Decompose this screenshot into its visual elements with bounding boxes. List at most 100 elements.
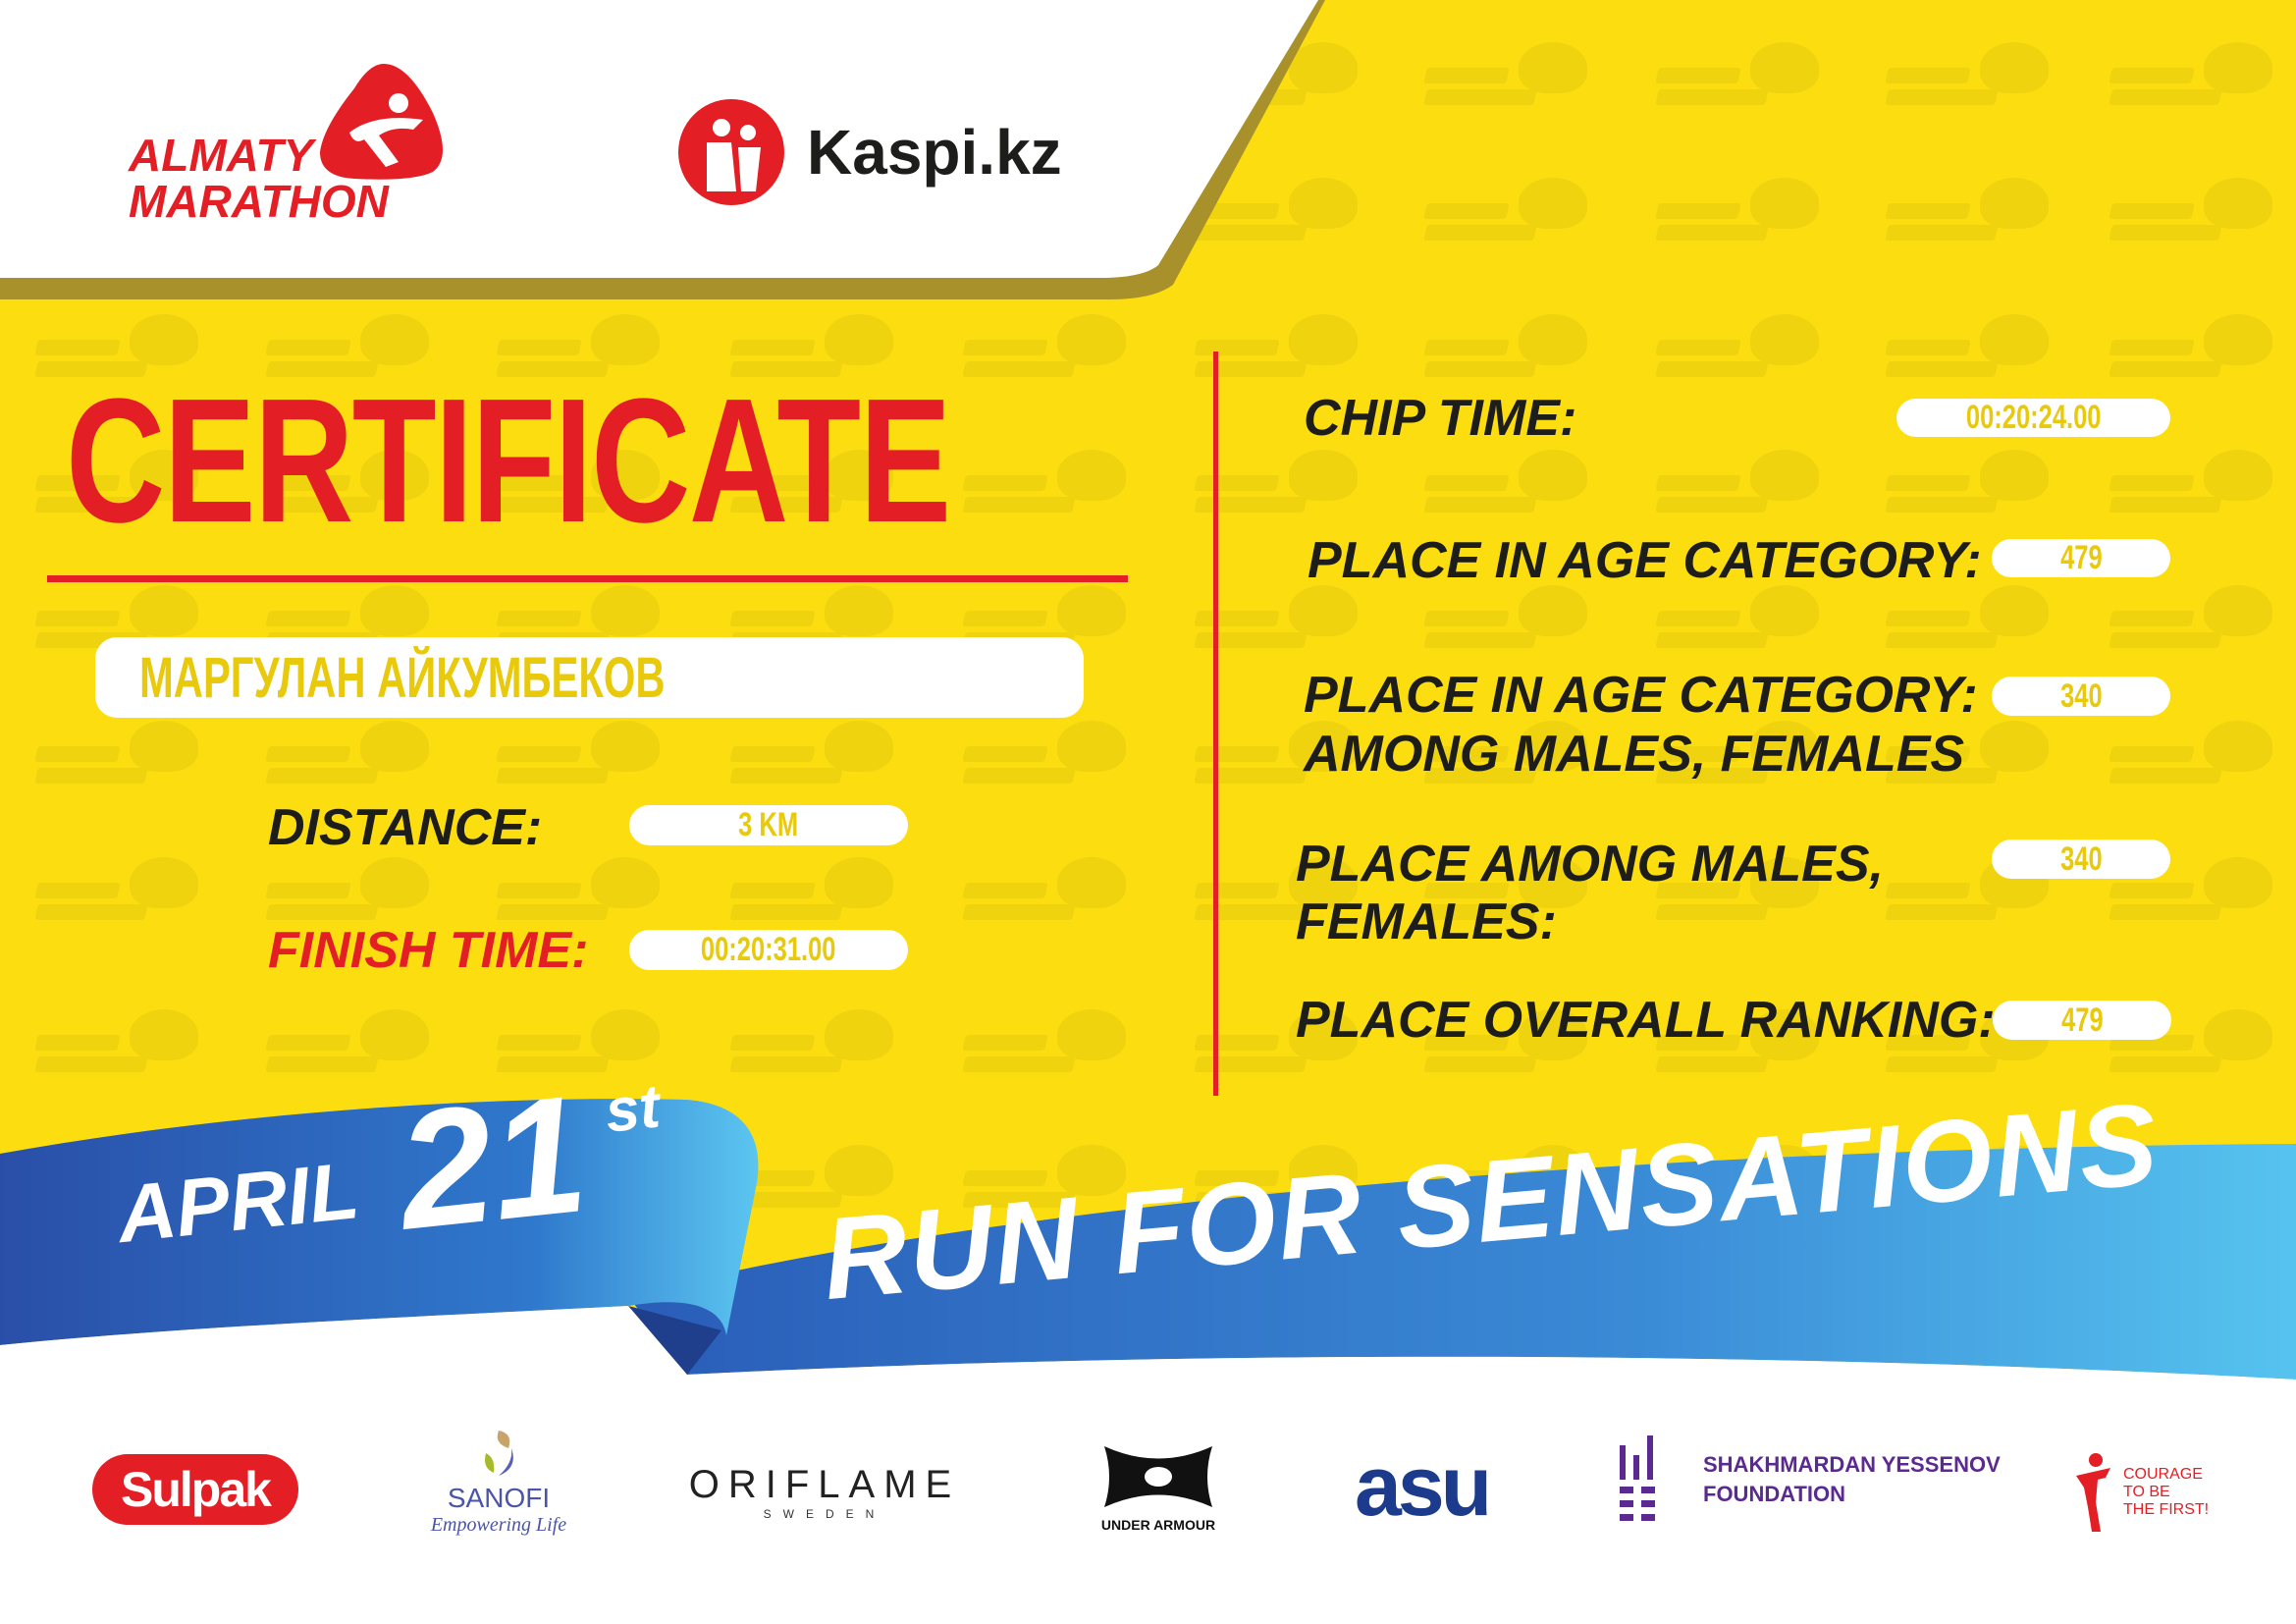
under-armour-logo: UNDER ARMOUR: [1075, 1441, 1242, 1533]
watermark-logo: [729, 721, 898, 801]
watermark-runner-icon: [591, 585, 660, 636]
watermark-logo: [2109, 857, 2277, 938]
watermark-runner-icon: [1289, 1009, 1358, 1060]
watermark-logo: [1423, 450, 1592, 530]
watermark-logo: [1885, 178, 2054, 258]
watermark-runner-icon: [360, 721, 429, 772]
watermark-runner-icon: [591, 721, 660, 772]
watermark-runner-icon: [2204, 585, 2272, 636]
watermark-runner-icon: [130, 1009, 198, 1060]
watermark-runner-icon: [591, 314, 660, 365]
watermark-runner-icon: [825, 1009, 893, 1060]
yessenov-text-1: SHAKHMARDAN YESSENOV: [1703, 1452, 2001, 1477]
sanofi-tagline: Empowering Life: [430, 1514, 567, 1536]
watermark-logo: [34, 314, 203, 395]
title-underline: [47, 575, 1128, 582]
watermark-logo: [265, 857, 434, 938]
watermark-logo: [962, 314, 1131, 395]
overall-field: 479: [1993, 1001, 2171, 1040]
watermark-logo: [1194, 1009, 1362, 1090]
watermark-runner-icon: [825, 721, 893, 772]
kaspi-icon: [678, 99, 784, 205]
watermark-runner-icon: [1750, 857, 1819, 908]
watermark-runner-icon: [591, 857, 660, 908]
watermark-runner-icon: [1289, 450, 1358, 501]
watermark-runner-icon: [591, 1009, 660, 1060]
watermark-logo: [1194, 585, 1362, 666]
watermark-logo: [1655, 585, 1824, 666]
watermark-runner-icon: [1750, 721, 1819, 772]
distance-field: 3 KM: [629, 805, 908, 845]
date-suffix: st: [602, 1072, 664, 1146]
watermark-logo: [2109, 721, 2277, 801]
date-day: 21: [390, 1059, 595, 1266]
yessenov-icon: [1620, 1435, 1655, 1521]
watermark-logo: [2109, 450, 2277, 530]
watermark-runner-icon: [1289, 857, 1358, 908]
finish-time-label: FINISH TIME:: [268, 922, 589, 979]
watermark-runner-icon: [1519, 857, 1587, 908]
watermark-runner-icon: [1057, 585, 1126, 636]
watermark-logo: [729, 585, 898, 666]
distance-label: DISTANCE:: [268, 799, 543, 856]
watermark-logo: [496, 450, 665, 530]
watermark-logo: [2109, 585, 2277, 666]
watermark-runner-icon: [825, 450, 893, 501]
place-age-gender-value: 340: [2059, 677, 2103, 715]
courage-fund-logo: COURAGE TO BE THE FIRST!: [2056, 1448, 2209, 1537]
watermark-logo: [729, 1009, 898, 1090]
watermark-runner-icon: [1289, 314, 1358, 365]
watermark-logo: [962, 1009, 1131, 1090]
watermark-logo: [1885, 450, 2054, 530]
logo-line-2: MARATHON: [129, 176, 389, 227]
watermark-runner-icon: [130, 314, 198, 365]
watermark-runner-icon: [1289, 585, 1358, 636]
watermark-logo: [1194, 178, 1362, 258]
watermark-logo: [962, 1145, 1131, 1225]
watermark-logo: [496, 314, 665, 395]
watermark-runner-icon: [1057, 1009, 1126, 1060]
sulpak-text: Sulpak: [121, 1462, 272, 1517]
almaty-marathon-logo: ALMATY MARATHON: [129, 59, 453, 231]
oriflame-text: ORIFLAME: [688, 1463, 961, 1506]
watermark-logo: [962, 585, 1131, 666]
watermark-runner-icon: [360, 1009, 429, 1060]
finish-time-field: 00:20:31.00: [629, 930, 908, 970]
place-age-field: 479: [1992, 539, 2170, 577]
watermark-runner-icon: [1057, 1145, 1126, 1196]
place-age-gender-field: 340: [1992, 677, 2170, 716]
sanofi-text: SANOFI: [447, 1483, 551, 1513]
kaspi-wordmark: Kaspi.kz: [807, 117, 1062, 188]
watermark-runner-icon: [591, 450, 660, 501]
watermark-runner-icon: [1057, 721, 1126, 772]
watermark-runner-icon: [1980, 178, 2049, 229]
watermark-runner-icon: [825, 857, 893, 908]
watermark-logo: [34, 1009, 203, 1090]
watermark-logo: [1194, 314, 1362, 395]
watermark-logo: [1423, 178, 1592, 258]
watermark-runner-icon: [1519, 1009, 1587, 1060]
watermark-logo: [1655, 314, 1824, 395]
watermark-logo: [2109, 314, 2277, 395]
oriflame-logo: ORIFLAME SWEDEN: [687, 1463, 962, 1521]
watermark-logo: [1655, 857, 1824, 938]
watermark-runner-icon: [1750, 585, 1819, 636]
watermark-runner-icon: [2204, 1009, 2272, 1060]
watermark-runner-icon: [2204, 42, 2272, 93]
overall-label: PLACE OVERALL RANKING:: [1296, 992, 1996, 1049]
watermark-logo: [1885, 314, 2054, 395]
ribbon-main: [628, 1144, 2296, 1380]
watermark-runner-icon: [2204, 450, 2272, 501]
place-gender-value: 340: [2059, 839, 2103, 878]
watermark-runner-icon: [1980, 42, 2049, 93]
watermark-runner-icon: [360, 314, 429, 365]
watermark-runner-icon: [1750, 450, 1819, 501]
watermark-logo: [496, 1009, 665, 1090]
watermark-runner-icon: [130, 585, 198, 636]
courage-text-3: THE FIRST!: [2123, 1501, 2210, 1518]
chip-time-field: 00:20:24.00: [1896, 399, 2170, 437]
watermark-logo: [729, 314, 898, 395]
watermark-runner-icon: [2204, 178, 2272, 229]
watermark-runner-icon: [1750, 42, 1819, 93]
watermark-runner-icon: [1519, 314, 1587, 365]
